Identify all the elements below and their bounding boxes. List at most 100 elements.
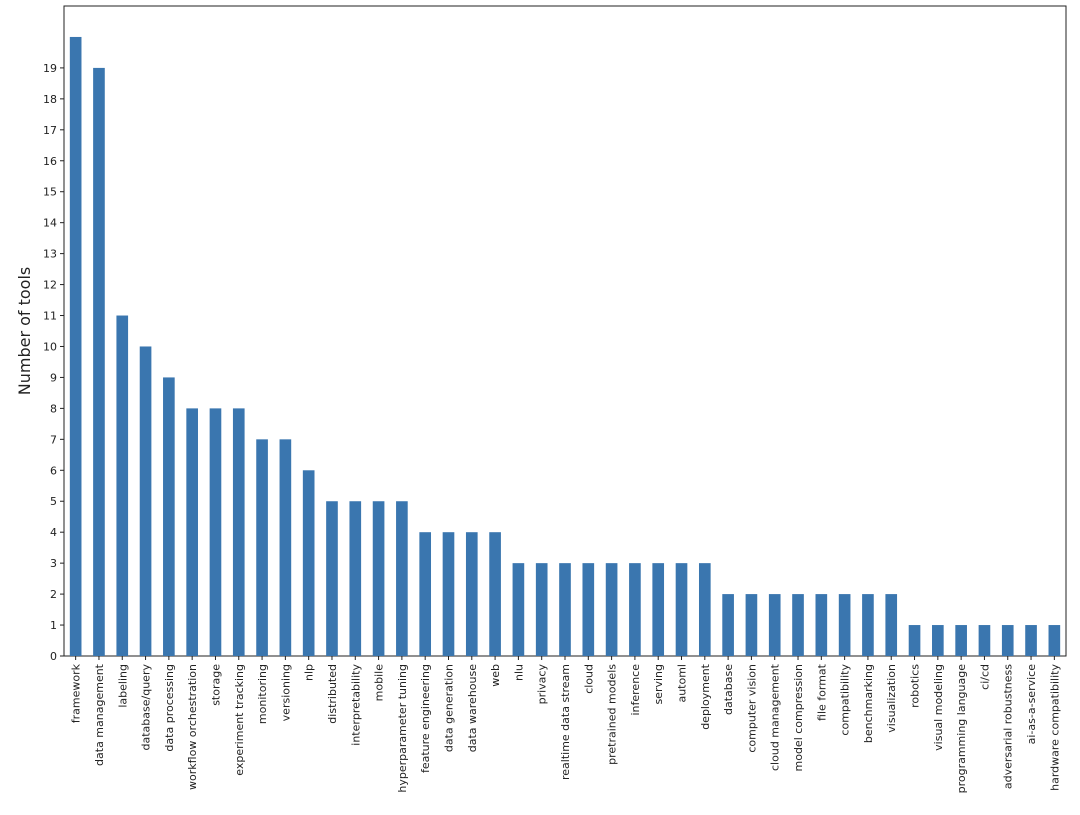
y-tick-label: 9 — [50, 371, 57, 384]
x-tick-label: ai-as-a-service — [1025, 664, 1038, 745]
y-tick-label: 5 — [50, 495, 57, 508]
x-tick-label: cloud management — [769, 663, 782, 771]
x-tick-label: versioning — [279, 664, 292, 721]
y-tick-label: 1 — [50, 619, 57, 632]
bar — [326, 501, 338, 656]
x-tick-label: distributed — [326, 664, 339, 724]
bar — [978, 625, 991, 656]
x-tick-label: data management — [93, 663, 106, 766]
x-tick-label: serving — [652, 664, 665, 705]
x-tick-label: storage — [209, 664, 222, 706]
bar — [465, 532, 478, 656]
x-tick-label: workflow orchestration — [186, 664, 199, 790]
x-tick-label: file format — [815, 663, 828, 721]
y-tick-label: 19 — [43, 62, 57, 75]
x-tick-label: web — [489, 664, 502, 687]
x-tick-label: deployment — [699, 663, 712, 729]
bar — [582, 563, 595, 656]
bar — [442, 532, 455, 656]
bar — [1048, 625, 1061, 656]
x-tick-label: benchmarking — [862, 664, 875, 743]
bar — [605, 563, 618, 656]
bar — [372, 501, 385, 656]
bar — [139, 346, 152, 656]
y-tick-label: 7 — [50, 433, 57, 446]
bar — [559, 563, 571, 656]
y-tick-label: 15 — [43, 186, 57, 199]
x-tick-label: interpretability — [349, 664, 362, 746]
x-tick-label: visualization — [885, 664, 898, 733]
bar — [396, 501, 408, 656]
bar — [792, 594, 804, 656]
x-tick-label: experiment tracking — [233, 664, 246, 776]
bar — [838, 594, 851, 656]
x-tick-label: nlu — [512, 664, 525, 681]
y-tick-label: 2 — [50, 588, 57, 601]
bar — [862, 594, 874, 656]
x-tick-label: robotics — [909, 664, 922, 708]
x-tick-label: compatibility — [839, 664, 852, 736]
bar — [302, 470, 315, 656]
bar — [955, 625, 967, 656]
bar — [69, 36, 82, 656]
bar — [512, 563, 525, 656]
bar — [209, 408, 222, 656]
x-tick-label: cloud — [582, 664, 595, 694]
bar — [1025, 625, 1037, 656]
y-tick-label: 8 — [50, 402, 57, 415]
bar — [722, 594, 734, 656]
y-tick-label: 14 — [43, 217, 57, 230]
x-tick-label: data processing — [163, 664, 176, 752]
bar — [768, 594, 781, 656]
bar — [256, 439, 268, 656]
x-tick-label: data generation — [442, 664, 455, 752]
x-tick-label: computer vision — [745, 664, 758, 753]
y-tick-label: 11 — [43, 310, 57, 323]
y-tick-label: 17 — [43, 124, 57, 137]
bar — [932, 625, 944, 656]
bar — [535, 563, 548, 656]
bar — [116, 315, 129, 656]
y-tick-label: 3 — [50, 557, 57, 570]
x-tick-label: adversarial robustness — [1002, 664, 1015, 789]
y-tick-label: 4 — [50, 526, 57, 539]
x-tick-label: mobile — [373, 664, 386, 702]
x-tick-label: hardware compatibility — [1048, 664, 1061, 791]
x-tick-label: database — [722, 664, 735, 715]
y-tick-label: 16 — [43, 155, 57, 168]
x-tick-label: realtime data stream — [559, 664, 572, 780]
x-tick-label: model compression — [792, 664, 805, 772]
bar — [908, 625, 921, 656]
y-tick-label: 12 — [43, 279, 57, 292]
y-tick-label: 13 — [43, 248, 57, 261]
bar — [815, 594, 828, 656]
bar — [186, 408, 198, 656]
bar — [885, 594, 898, 656]
x-tick-label: nlp — [303, 664, 316, 681]
x-tick-label: hyperparameter tuning — [396, 664, 409, 793]
x-tick-label: pretrained models — [606, 664, 619, 765]
x-tick-label: automl — [676, 664, 689, 703]
bar — [93, 67, 105, 656]
bar — [419, 532, 432, 656]
bar — [349, 501, 362, 656]
x-tick-label: monitoring — [256, 664, 269, 724]
bar — [629, 563, 641, 656]
bar — [279, 439, 292, 656]
y-tick-label: 10 — [43, 340, 57, 353]
bar — [675, 563, 688, 656]
y-tick-label: 6 — [50, 464, 57, 477]
bar — [163, 377, 175, 656]
x-tick-label: labeling — [116, 664, 129, 708]
bar — [1001, 625, 1014, 656]
y-axis-label: Number of tools — [15, 267, 34, 396]
x-tick-label: data warehouse — [466, 664, 479, 752]
x-tick-label: ci/cd — [978, 664, 991, 690]
bar — [232, 408, 245, 656]
x-tick-label: framework — [70, 663, 83, 723]
x-tick-label: privacy — [536, 664, 549, 705]
y-tick-label: 0 — [50, 650, 57, 663]
bar — [489, 532, 501, 656]
bar — [652, 563, 665, 656]
